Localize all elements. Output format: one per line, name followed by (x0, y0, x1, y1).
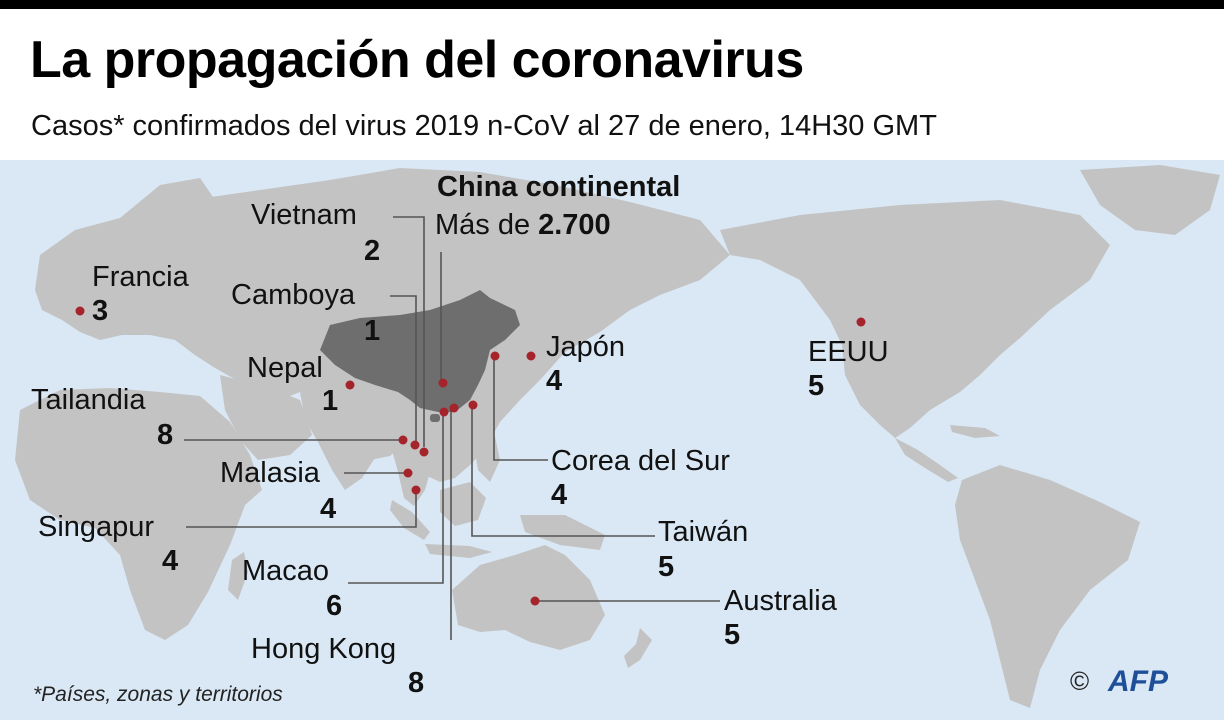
label-cambodia-name: Camboya (231, 279, 356, 311)
leader-vietnam (393, 216, 425, 447)
label-cambodia-count: 1 (364, 315, 380, 347)
copyright-symbol: © (1070, 666, 1089, 696)
label-france-name: Francia (92, 261, 190, 293)
leader-macao (348, 412, 444, 584)
marker-singapore (411, 485, 421, 495)
label-thailand-count: 8 (157, 419, 173, 451)
marker-taiwan (468, 400, 478, 410)
landmass-java (425, 544, 492, 558)
landmass-cuba (950, 425, 1000, 438)
label-japan-count: 4 (546, 365, 562, 397)
marker-south-korea (490, 351, 500, 361)
landmass-australia (452, 545, 605, 650)
leader-cambodia (390, 295, 417, 442)
label-singapore-count: 4 (162, 545, 178, 577)
landmass-south-america (955, 465, 1140, 708)
label-south-korea-name: Corea del Sur (551, 445, 730, 477)
label-japan-name: Japón (546, 331, 625, 363)
label-usa-name: EEUU (808, 336, 889, 368)
label-china-name: China continental (437, 171, 680, 203)
leader-taiwan (471, 408, 655, 537)
label-macao-name: Macao (242, 555, 329, 587)
label-malaysia-name: Malasia (220, 457, 321, 489)
marker-vietnam (419, 447, 429, 457)
label-thailand-name: Tailandia (31, 384, 146, 416)
landmass-madagascar (228, 552, 248, 600)
footnote: *Países, zonas y territorios (33, 683, 283, 706)
marker-cambodia (410, 440, 420, 450)
label-australia-name: Australia (724, 585, 838, 617)
china-mainland (320, 290, 520, 412)
landmass-arabia (220, 375, 312, 460)
landmass-uk (52, 260, 78, 300)
label-france-count: 3 (92, 295, 108, 327)
landmass-north-america (720, 200, 1110, 438)
label-nepal-name: Nepal (247, 352, 323, 384)
marker-china (438, 378, 448, 388)
leader-south-korea (493, 358, 548, 461)
world-map: China continental Más de 2.700 Vietnam 2 … (0, 160, 1224, 720)
landmass-greenland (1080, 165, 1220, 235)
landmass-japan (498, 330, 540, 378)
marker-hong-kong (449, 403, 459, 413)
label-china-prefix: Más de (435, 209, 530, 241)
label-hong-kong-count: 8 (408, 667, 424, 699)
label-australia-count: 5 (724, 619, 740, 651)
leader-singapore (186, 490, 417, 528)
page-subtitle: Casos* confirmados del virus 2019 n-CoV … (31, 110, 937, 142)
label-malaysia-count: 4 (320, 493, 336, 525)
label-singapore-name: Singapur (38, 511, 154, 543)
label-macao-count: 6 (326, 590, 342, 622)
label-nepal-count: 1 (322, 385, 338, 417)
landmass-africa (15, 388, 262, 640)
marker-thailand (398, 435, 408, 445)
marker-japan (526, 351, 536, 361)
afp-logo: AFP (1107, 665, 1169, 698)
top-rule (0, 0, 1224, 9)
marker-australia (530, 596, 540, 606)
marker-malaysia (403, 468, 413, 478)
label-usa-count: 5 (808, 370, 824, 402)
landmass-new-guinea (520, 515, 605, 550)
landmass-india (300, 392, 392, 490)
landmass-scandinavia (120, 178, 215, 240)
marker-france (75, 306, 85, 316)
page-title: La propagación del coronavirus (30, 31, 804, 89)
label-china-value: 2.700 (538, 209, 611, 241)
landmass-new-zealand (624, 628, 652, 668)
landmass-central-america (895, 438, 958, 482)
marker-usa (856, 317, 866, 327)
label-taiwan-name: Taiwán (658, 516, 748, 548)
label-taiwan-count: 5 (658, 551, 674, 583)
label-hong-kong-name: Hong Kong (251, 633, 396, 665)
label-vietnam-name: Vietnam (251, 199, 357, 231)
marker-macao (439, 407, 449, 417)
label-south-korea-count: 4 (551, 479, 567, 511)
label-china-count: Más de 2.700 (435, 209, 611, 241)
landmass-sumatra (390, 500, 430, 540)
label-vietnam-count: 2 (364, 235, 380, 267)
marker-nepal (345, 380, 355, 390)
china-hainan (430, 414, 440, 422)
